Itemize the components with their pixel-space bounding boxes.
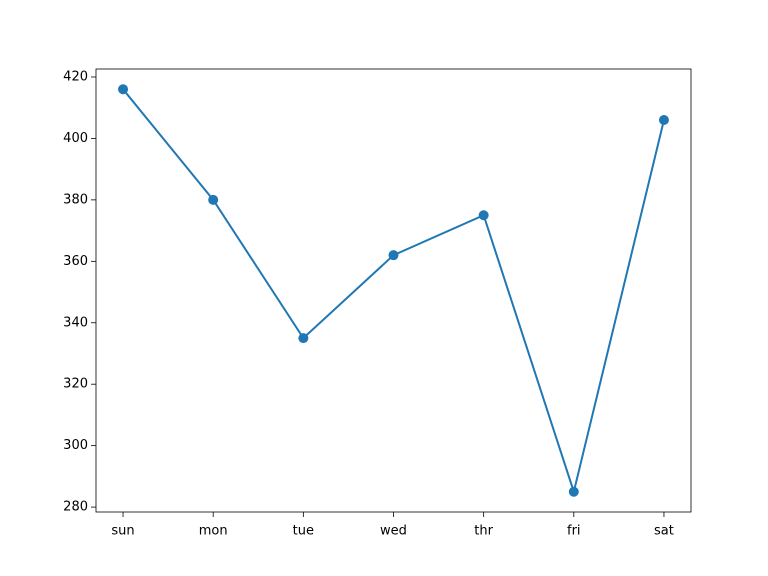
y-tick-label: 360: [63, 254, 88, 269]
point: [658, 114, 669, 125]
x-tick-label: wed: [380, 524, 407, 539]
y-tick-label: 380: [63, 192, 88, 207]
y-tick-label: 280: [63, 500, 88, 515]
y-tick-label: 420: [63, 69, 88, 84]
point: [388, 250, 399, 261]
x-tick-label: fri: [567, 524, 581, 539]
point: [298, 333, 309, 344]
y-tick-label: 400: [63, 131, 88, 146]
x-tick-label: mon: [199, 524, 228, 539]
point: [118, 84, 129, 95]
x-tick-label: tue: [293, 524, 314, 539]
x-tick-label: sat: [654, 524, 674, 539]
x-tick-label: thr: [474, 524, 493, 539]
y-tick-label: 300: [63, 438, 88, 453]
point: [568, 486, 579, 497]
point: [208, 194, 219, 205]
y-tick-label: 320: [63, 377, 88, 392]
y-tick-label: 340: [63, 315, 88, 330]
point: [478, 210, 489, 221]
x-tick-label: sun: [111, 524, 134, 539]
